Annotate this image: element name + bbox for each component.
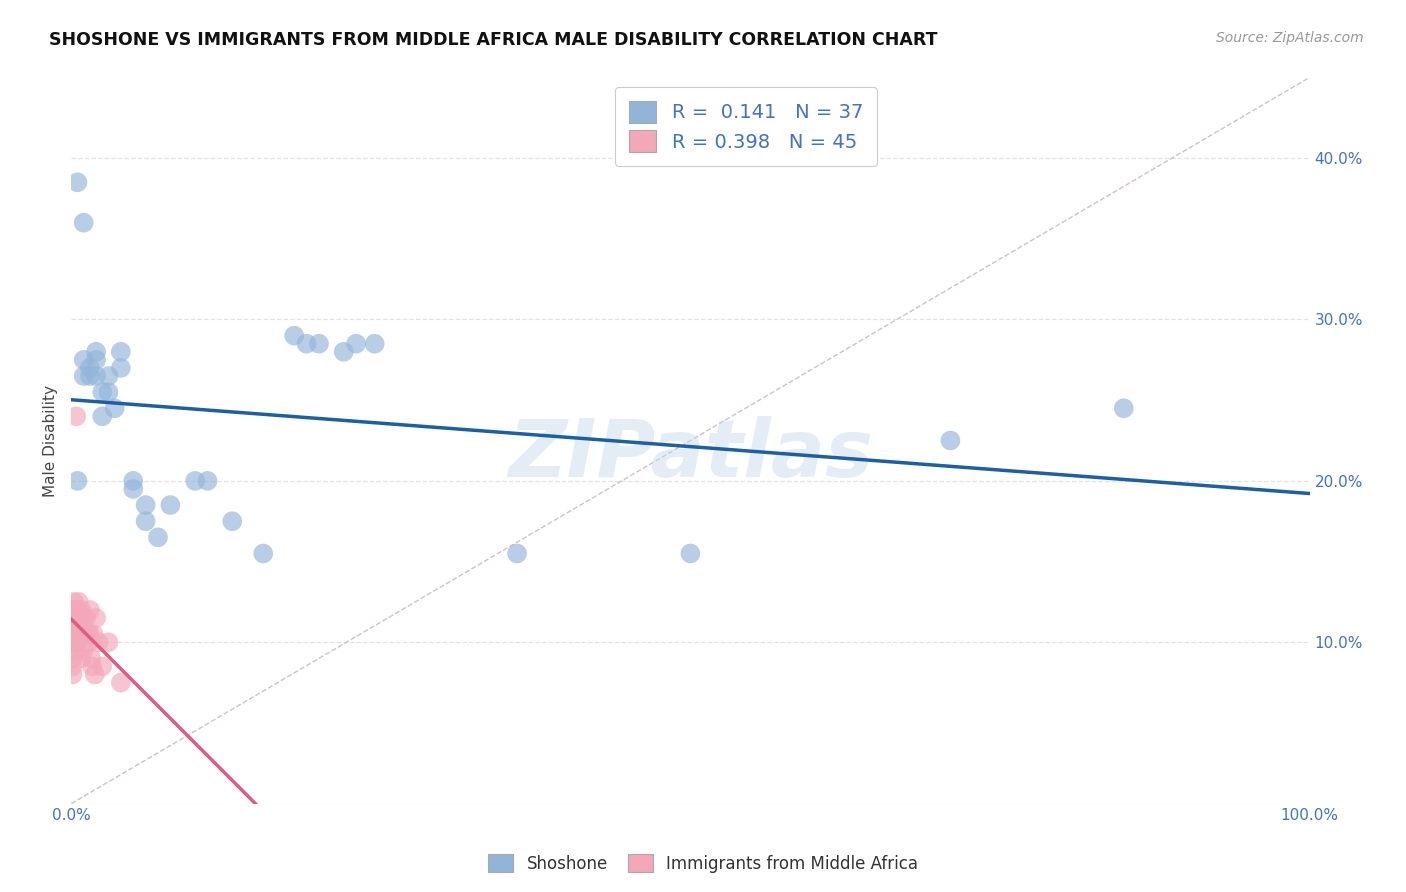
Point — [221, 514, 243, 528]
Point — [66, 603, 89, 617]
Point — [73, 216, 96, 230]
Point — [97, 635, 120, 649]
Point — [69, 627, 91, 641]
Point — [91, 659, 114, 673]
Point — [84, 352, 107, 367]
Point — [283, 328, 305, 343]
Point — [79, 603, 101, 617]
Point — [73, 643, 96, 657]
Point — [122, 474, 145, 488]
Point — [73, 369, 96, 384]
Point — [75, 611, 97, 625]
Point — [73, 352, 96, 367]
Legend: Shoshone, Immigrants from Middle Africa: Shoshone, Immigrants from Middle Africa — [481, 847, 925, 880]
Point — [63, 643, 86, 657]
Point — [80, 651, 103, 665]
Point — [79, 369, 101, 384]
Point — [62, 595, 84, 609]
Point — [62, 651, 84, 665]
Point — [84, 611, 107, 625]
Point — [66, 474, 89, 488]
Point — [135, 514, 157, 528]
Point — [332, 344, 354, 359]
Point — [79, 627, 101, 641]
Point — [66, 175, 89, 189]
Point — [83, 667, 105, 681]
Point — [939, 434, 962, 448]
Point — [66, 635, 89, 649]
Point — [308, 336, 330, 351]
Point — [184, 474, 207, 488]
Point — [66, 611, 89, 625]
Text: ZIPatlas: ZIPatlas — [508, 416, 873, 494]
Point — [97, 385, 120, 400]
Point — [62, 611, 84, 625]
Point — [73, 611, 96, 625]
Point — [63, 635, 86, 649]
Point — [87, 635, 110, 649]
Point — [344, 336, 367, 351]
Point — [62, 635, 84, 649]
Point — [62, 619, 84, 633]
Point — [84, 344, 107, 359]
Point — [62, 603, 84, 617]
Point — [77, 635, 100, 649]
Point — [91, 409, 114, 424]
Point — [97, 369, 120, 384]
Point — [506, 547, 529, 561]
Point — [62, 635, 84, 649]
Point — [69, 611, 91, 625]
Point — [110, 360, 132, 375]
Point — [84, 369, 107, 384]
Point — [62, 659, 84, 673]
Point — [679, 547, 702, 561]
Point — [62, 603, 84, 617]
Point — [67, 619, 90, 633]
Point — [159, 498, 181, 512]
Point — [70, 603, 93, 617]
Point — [110, 675, 132, 690]
Text: SHOSHONE VS IMMIGRANTS FROM MIDDLE AFRICA MALE DISABILITY CORRELATION CHART: SHOSHONE VS IMMIGRANTS FROM MIDDLE AFRIC… — [49, 31, 938, 49]
Point — [65, 409, 87, 424]
Point — [62, 667, 84, 681]
Point — [91, 385, 114, 400]
Point — [135, 498, 157, 512]
Point — [76, 627, 98, 641]
Point — [70, 651, 93, 665]
Point — [295, 336, 318, 351]
Point — [63, 627, 86, 641]
Point — [363, 336, 385, 351]
Point — [122, 482, 145, 496]
Point — [104, 401, 127, 416]
Y-axis label: Male Disability: Male Disability — [44, 384, 58, 497]
Point — [62, 619, 84, 633]
Point — [252, 547, 274, 561]
Point — [72, 627, 94, 641]
Point — [83, 627, 105, 641]
Point — [146, 530, 169, 544]
Point — [197, 474, 219, 488]
Point — [79, 360, 101, 375]
Point — [1112, 401, 1135, 416]
Point — [62, 627, 84, 641]
Point — [63, 611, 86, 625]
Point — [73, 627, 96, 641]
Point — [110, 344, 132, 359]
Point — [65, 611, 87, 625]
Legend: R =  0.141   N = 37, R = 0.398   N = 45: R = 0.141 N = 37, R = 0.398 N = 45 — [616, 87, 877, 166]
Point — [67, 595, 90, 609]
Point — [82, 659, 104, 673]
Text: Source: ZipAtlas.com: Source: ZipAtlas.com — [1216, 31, 1364, 45]
